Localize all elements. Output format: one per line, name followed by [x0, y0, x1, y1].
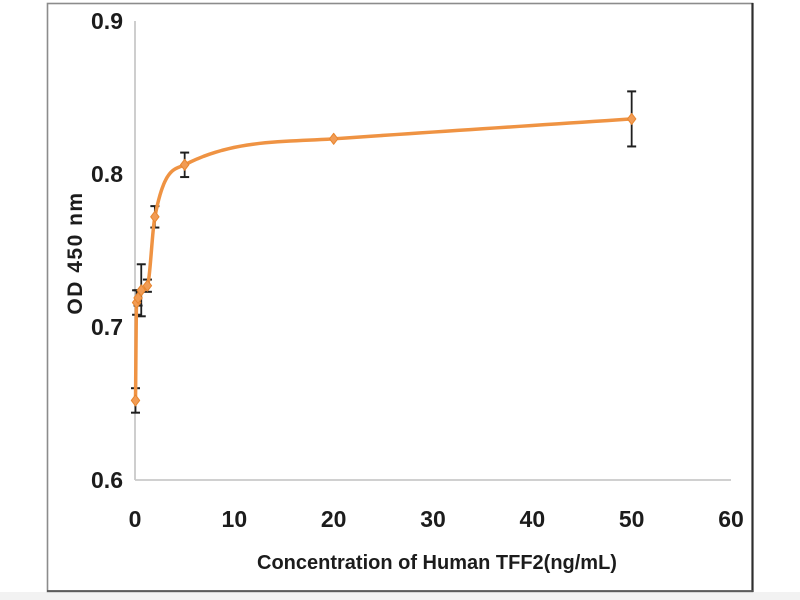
data-point-marker: [150, 210, 160, 223]
data-point-marker: [142, 279, 153, 292]
data-point-marker: [179, 158, 190, 171]
y-tick-label: 0.8: [91, 161, 123, 187]
x-tick-label: 60: [718, 506, 744, 532]
series-line: [133, 117, 634, 403]
chart-frame: [46, 2, 754, 593]
data-point-marker: [130, 394, 141, 407]
data-point-marker: [626, 112, 637, 125]
y-tick-label: 0.6: [91, 467, 123, 493]
x-tick-label: 10: [222, 506, 248, 532]
x-tick-label: 0: [129, 506, 142, 532]
y-tick-label: 0.9: [91, 8, 123, 34]
data-point-marker: [328, 132, 339, 145]
data-point-marker: [136, 284, 146, 297]
y-axis-title: OD 450 nm: [64, 191, 87, 314]
y-tick-label: 0.7: [91, 314, 123, 340]
x-tick-label: 40: [520, 506, 546, 532]
x-tick-label: 50: [619, 506, 645, 532]
x-tick-label: 30: [420, 506, 446, 532]
plot-area: 0 10 20 30 40 50 60 0.9 0.8 0.7 0.6: [91, 8, 744, 532]
bottom-strip: [0, 592, 800, 600]
x-axis-title: Concentration of Human TFF2(ng/mL): [257, 552, 617, 574]
x-tick-label: 20: [321, 506, 347, 532]
